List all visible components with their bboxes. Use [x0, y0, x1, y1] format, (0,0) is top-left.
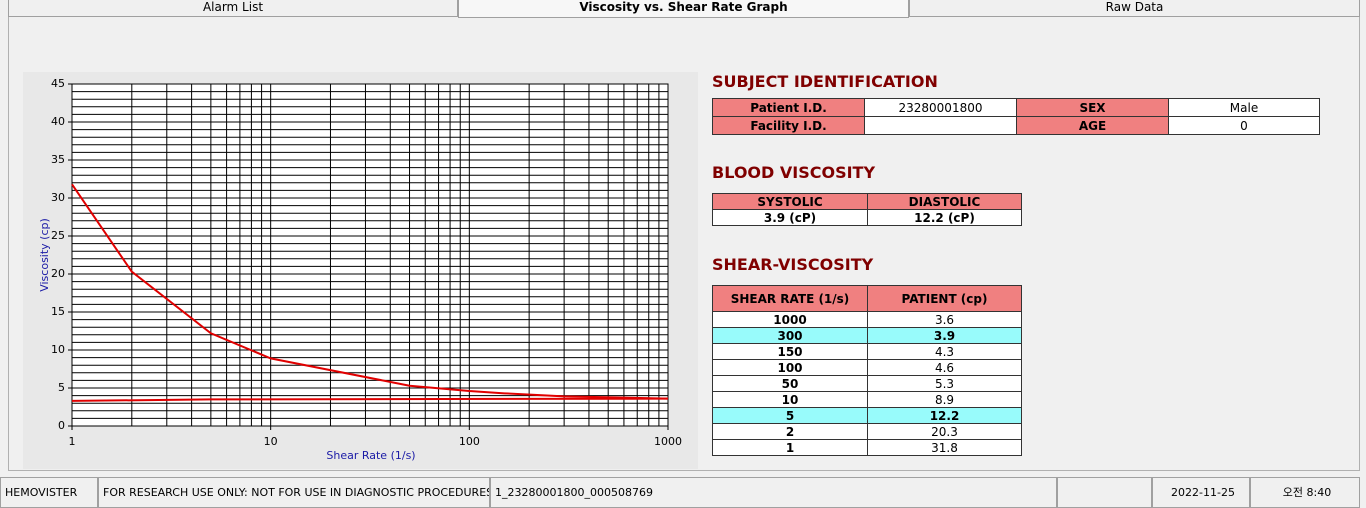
cell-header: Facility I.D.	[712, 116, 865, 135]
table-row: 100 4.6	[712, 359, 1022, 376]
tab[interactable]: Raw Data	[909, 0, 1360, 17]
table-row: 1 31.8	[712, 439, 1022, 456]
cell-header: SEX	[1016, 98, 1169, 117]
section-title: SHEAR-VISCOSITY	[712, 255, 874, 274]
cell: 1000	[712, 311, 868, 328]
data-line	[71, 397, 669, 402]
tab-panel	[8, 17, 1360, 471]
table-row: 300 3.9	[712, 327, 1022, 344]
cell: 4.3	[867, 343, 1022, 360]
x-tick-label: 100	[459, 435, 480, 448]
cell: 5.3	[867, 375, 1022, 392]
table-row: 2 20.3	[712, 423, 1022, 440]
chart: Shear Rate (1/s) Viscosity (cp) 0 5 10 15 20…	[23, 72, 698, 469]
cell: 12.2	[867, 407, 1022, 424]
cell: 3.9 (cP)	[712, 209, 868, 226]
y-tick-label: 10	[51, 343, 65, 356]
x-axis-label: Shear Rate (1/s)	[326, 449, 415, 462]
data-line	[71, 183, 669, 400]
cell: 31.8	[867, 439, 1022, 456]
y-tick-label: 40	[51, 115, 65, 128]
y-tick-label: 45	[51, 77, 65, 90]
cell: 300	[712, 327, 868, 344]
subject-table: Patient I.D. 23280001800 SEX Male Facility …	[712, 98, 1320, 135]
table-row: 150 4.3	[712, 343, 1022, 360]
status-cell: HEMOVISTER	[0, 477, 98, 508]
cell: 23280001800	[864, 98, 1017, 117]
y-tick-label: 0	[58, 419, 65, 432]
cell: 150	[712, 343, 868, 360]
cell: Male	[1168, 98, 1320, 117]
blood-table: SYSTOLIC DIASTOLIC 3.9 (cP) 12.2 (cP)	[712, 193, 1022, 226]
tab-active[interactable]: Viscosity vs. Shear Rate Graph	[458, 0, 909, 18]
x-tick-label: 1000	[654, 435, 682, 448]
table-row: 10 8.9	[712, 391, 1022, 408]
y-tick-label: 35	[51, 153, 65, 166]
cell-header: SHEAR RATE (1/s)	[712, 285, 868, 312]
cell: 4.6	[867, 359, 1022, 376]
y-tick-label: 30	[51, 191, 65, 204]
cell-header: Patient I.D.	[712, 98, 865, 117]
cell-header: PATIENT (cp)	[867, 285, 1022, 312]
cell-header: SYSTOLIC	[712, 193, 868, 210]
table-row: 5 12.2	[712, 407, 1022, 424]
y-axis-label: Viscosity (cp)	[38, 218, 51, 292]
cell: 3.6	[867, 311, 1022, 328]
cell-header: DIASTOLIC	[867, 193, 1022, 210]
cell: 0	[1168, 116, 1320, 135]
status-cell: 1_23280001800_000508769	[490, 477, 1057, 508]
y-tick-label: 20	[51, 267, 65, 280]
x-tick-label: 1	[69, 435, 76, 448]
cell: 5	[712, 407, 868, 424]
status-cell	[1057, 477, 1152, 508]
cell	[864, 116, 1017, 135]
table-row: 1000 3.6	[712, 311, 1022, 328]
cell: 8.9	[867, 391, 1022, 408]
cell: 100	[712, 359, 868, 376]
status-cell: FOR RESEARCH USE ONLY: NOT FOR USE IN DI…	[98, 477, 490, 508]
cell: 50	[712, 375, 868, 392]
section-title: SUBJECT IDENTIFICATION	[712, 72, 938, 91]
cell-header: AGE	[1016, 116, 1169, 135]
status-cell: 오전 8:40	[1250, 477, 1360, 508]
cell: 1	[712, 439, 868, 456]
shear-table: SHEAR RATE (1/s) PATIENT (cp) 1000 3.6 300 3…	[712, 285, 1022, 456]
section-title: BLOOD VISCOSITY	[712, 163, 876, 182]
table-row: 50 5.3	[712, 375, 1022, 392]
cell: 12.2 (cP)	[867, 209, 1022, 226]
y-tick-label: 25	[51, 229, 65, 242]
tab[interactable]: Alarm List	[8, 0, 458, 17]
status-cell: 2022-11-25	[1152, 477, 1250, 508]
plot-border	[71, 83, 669, 427]
plot-area	[72, 84, 668, 426]
cell: 10	[712, 391, 868, 408]
cell: 20.3	[867, 423, 1022, 440]
y-tick-label: 5	[58, 381, 65, 394]
cell: 3.9	[867, 327, 1022, 344]
x-tick-label: 10	[264, 435, 278, 448]
cell: 2	[712, 423, 868, 440]
y-tick-label: 15	[51, 305, 65, 318]
